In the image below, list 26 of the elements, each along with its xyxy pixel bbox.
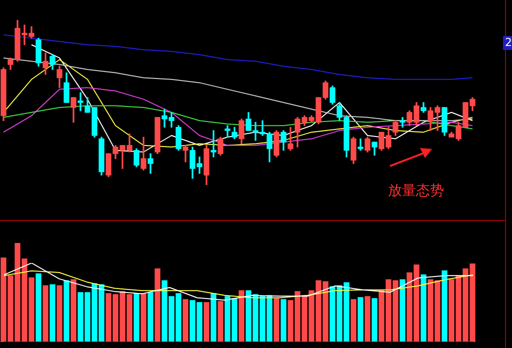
bar [358, 297, 364, 342]
annotation: 放量态势 [388, 183, 444, 200]
bar [372, 298, 378, 342]
bar [420, 274, 426, 342]
bar [238, 290, 244, 342]
bar [154, 268, 160, 342]
bar [400, 279, 406, 342]
bar [210, 293, 216, 342]
bar [64, 280, 70, 342]
bar [442, 270, 448, 342]
bar [148, 292, 154, 342]
bar [364, 296, 370, 342]
bar [204, 302, 210, 342]
bar [42, 285, 48, 342]
bar [134, 293, 140, 342]
bar [274, 298, 280, 342]
bar [70, 279, 76, 342]
text: 2 [503, 36, 512, 50]
bar [350, 299, 356, 342]
bar [56, 285, 62, 342]
bar [280, 299, 286, 342]
bar [36, 273, 42, 342]
bar [218, 301, 224, 342]
bar [182, 299, 188, 342]
bar [50, 284, 56, 342]
bar [140, 293, 146, 342]
